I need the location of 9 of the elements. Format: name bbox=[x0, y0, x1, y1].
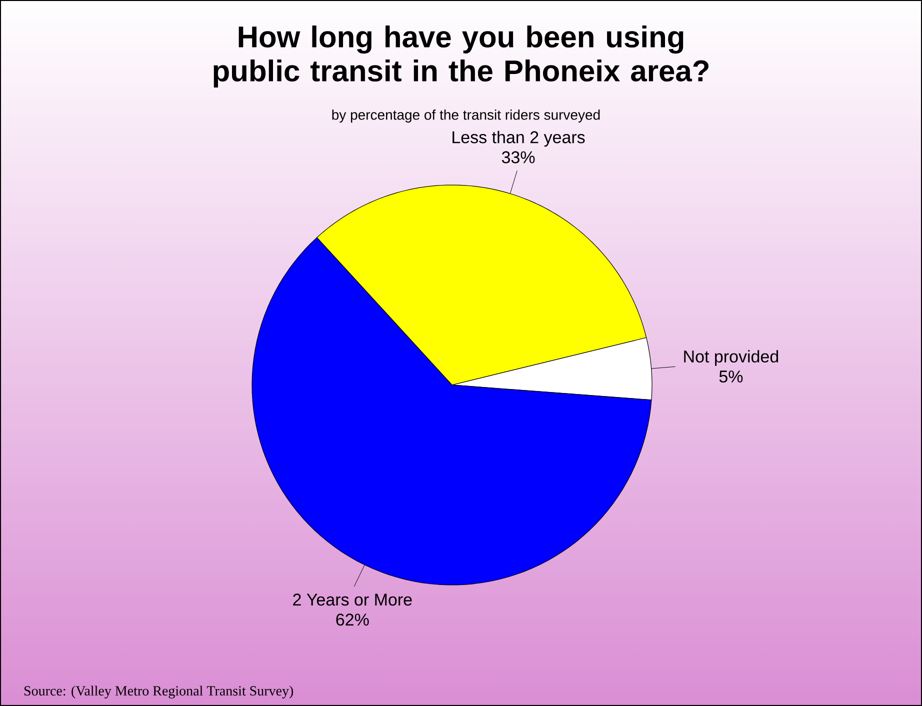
chart-subtitle: by percentage of the transit riders surveyed bbox=[332, 110, 600, 123]
source-note: Source: (Valley Metro Regional Transit Survey) bbox=[24, 686, 294, 698]
data-label: 5% bbox=[719, 370, 743, 383]
slice-label: Less than 2 years bbox=[452, 130, 585, 147]
chart-title: How long have you been using public transit in the Phoneix area? bbox=[214, 26, 708, 88]
slice-label: Not provided bbox=[684, 350, 778, 366]
slice-label: 2 Years or More bbox=[293, 594, 412, 606]
data-label: 33% bbox=[502, 151, 535, 164]
data-label: 62% bbox=[336, 614, 369, 626]
